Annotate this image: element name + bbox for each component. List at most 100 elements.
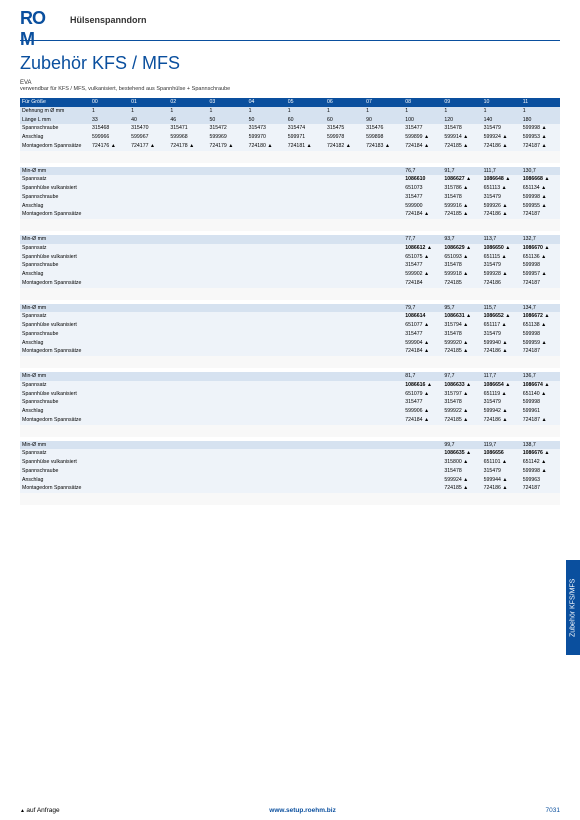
cell: [207, 304, 246, 313]
cell: 724187: [521, 484, 560, 493]
cell: [482, 503, 521, 505]
cell: [129, 202, 168, 211]
table-row: Min-Ø mm99,7119,7138,7: [20, 441, 560, 450]
cell: 599998: [521, 398, 560, 407]
cell: [90, 321, 129, 330]
cell: [129, 476, 168, 485]
cell: [286, 381, 325, 390]
cell: [207, 253, 246, 262]
cell: [129, 330, 168, 339]
cell: [325, 253, 364, 262]
cell: [247, 330, 286, 339]
cell: [168, 175, 207, 184]
cell: [364, 372, 403, 381]
cell: [168, 398, 207, 407]
spec-table-wrap: Für Größe000102030405060708091011 Dehnun…: [0, 98, 580, 505]
column-header: 11: [521, 98, 560, 107]
cell: [247, 312, 286, 321]
cell: [325, 184, 364, 193]
cell: [286, 235, 325, 244]
cell: [207, 167, 246, 176]
cell: [325, 321, 364, 330]
cell: 599926 ▲: [482, 202, 521, 211]
cell: [247, 210, 286, 219]
cell: 1: [403, 107, 442, 116]
cell: [325, 167, 364, 176]
row-label: Dehnung m Ø mm: [20, 107, 90, 116]
cell: [168, 330, 207, 339]
row-label: Anschlag: [20, 339, 90, 348]
row-label: Spannsatz: [20, 312, 90, 321]
cell: [129, 441, 168, 450]
table-row: Montagedorn Spannsätze724185 ▲724186 ▲72…: [20, 484, 560, 493]
cell: [207, 503, 246, 505]
cell: 599916 ▲: [442, 202, 481, 211]
cell: 315479: [482, 467, 521, 476]
cell: 315794 ▲: [442, 321, 481, 330]
cell: 599968: [168, 133, 207, 142]
cell: [325, 330, 364, 339]
table-row: Anschlag59996659996759996859996959997059…: [20, 133, 560, 142]
cell: 651119 ▲: [482, 390, 521, 399]
table-row: [20, 503, 560, 505]
cell: 651138 ▲: [521, 321, 560, 330]
cell: [90, 202, 129, 211]
row-label: Spannschraube: [20, 261, 90, 270]
table-row: Spannschraube315477315478315479599998: [20, 330, 560, 339]
cell: [207, 467, 246, 476]
cell: [247, 202, 286, 211]
cell: [168, 193, 207, 202]
cell: 315477: [403, 330, 442, 339]
cell: [129, 235, 168, 244]
cell: [168, 167, 207, 176]
cell: [129, 347, 168, 356]
cell: 599944 ▲: [482, 476, 521, 485]
row-label: Spannsatz: [20, 175, 90, 184]
cell: 315478: [442, 330, 481, 339]
cell: [168, 261, 207, 270]
cell: [207, 390, 246, 399]
cell: [129, 407, 168, 416]
table-row: Dehnung m Ø mm111111111111: [20, 107, 560, 116]
cell: 599959 ▲: [521, 339, 560, 348]
cell: 315478: [442, 261, 481, 270]
cell: 40: [129, 116, 168, 125]
cell: [325, 304, 364, 313]
cell: 724184 ▲: [403, 416, 442, 425]
cell: 724185: [442, 279, 481, 288]
cell: [325, 476, 364, 485]
cell: [286, 347, 325, 356]
cell: 724179 ▲: [207, 142, 246, 151]
cell: 1086629 ▲: [442, 244, 481, 253]
table-row: Spannhülse vulkanisiert315800 ▲651101 ▲6…: [20, 458, 560, 467]
row-label: Anschlag: [20, 476, 90, 485]
cell: [521, 503, 560, 505]
cell: [168, 458, 207, 467]
cell: [207, 339, 246, 348]
table-row: Spannschraube315477315478315479599998: [20, 398, 560, 407]
column-header: 00: [90, 98, 129, 107]
cell: [247, 244, 286, 253]
cell: [90, 416, 129, 425]
cell: 77,7: [403, 235, 442, 244]
cell: [325, 416, 364, 425]
cell: 119,7: [482, 441, 521, 450]
cell: [129, 398, 168, 407]
cell: [325, 210, 364, 219]
cell: [247, 347, 286, 356]
cell: [129, 449, 168, 458]
cell: 315479: [482, 330, 521, 339]
cell: 1086656: [482, 449, 521, 458]
cell: 315479: [482, 398, 521, 407]
cell: [207, 210, 246, 219]
cell: [168, 449, 207, 458]
cell: 76,7: [403, 167, 442, 176]
cell: 97,7: [442, 372, 481, 381]
cell: 134,7: [521, 304, 560, 313]
cell: 180: [521, 116, 560, 125]
cell: 651093 ▲: [442, 253, 481, 262]
table-row: Anschlag599900599916 ▲599926 ▲599955 ▲: [20, 202, 560, 211]
cell: 1: [286, 107, 325, 116]
cell: 1: [168, 107, 207, 116]
cell: 1086612 ▲: [403, 244, 442, 253]
